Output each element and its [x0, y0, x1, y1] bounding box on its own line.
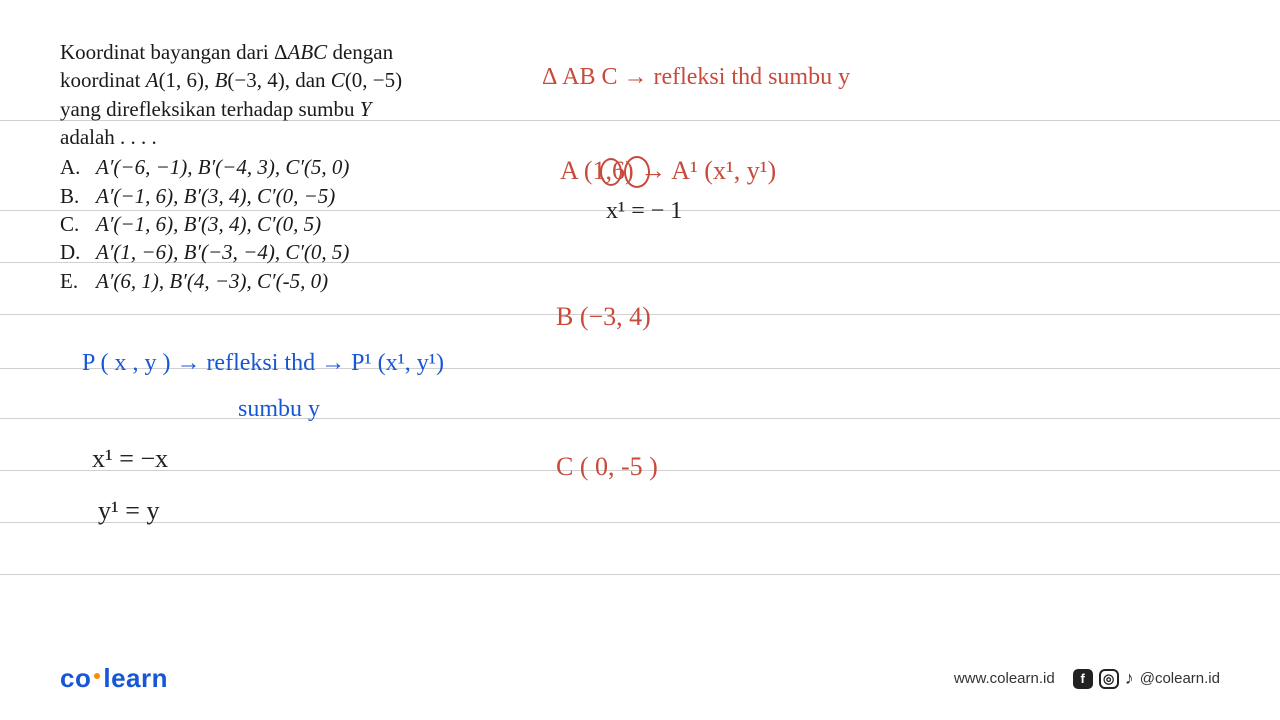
- hand-left-1: P ( x , y ) → refleksi thd → P¹ (x¹, y¹): [82, 350, 444, 377]
- brand-logo: colearn: [60, 663, 168, 694]
- choice-c: C. A′(−1, 6), B′(3, 4), C′(0, 5): [60, 210, 500, 238]
- footer-handle: @colearn.id: [1140, 670, 1220, 687]
- hand-right-4: B (−3, 4): [556, 302, 651, 332]
- instagram-icon: ◎: [1099, 669, 1119, 689]
- stem-text: Koordinat bayangan dari Δ: [60, 40, 288, 64]
- footer-url: www.colearn.id: [954, 670, 1055, 687]
- brand-co: co: [60, 663, 91, 693]
- hand-left-3: x¹ = −x: [92, 444, 168, 474]
- hand-right-3: x¹ = − 1: [606, 198, 682, 225]
- choice-a: A. A′(−6, −1), B′(−4, 3), C′(5, 0): [60, 153, 500, 181]
- footer-right: www.colearn.id f ◎ ♪ @colearn.id: [954, 668, 1220, 689]
- brand-learn: learn: [103, 663, 168, 693]
- brand-dot-icon: [94, 673, 100, 679]
- hand-right-2: A (1,6) → A¹ (x¹, y¹): [560, 156, 776, 186]
- facebook-icon: f: [1073, 669, 1093, 689]
- hand-right-1: Δ AB C → refleksi thd sumbu y: [542, 64, 850, 91]
- choice-b: B. A′(−1, 6), B′(3, 4), C′(0, −5): [60, 182, 500, 210]
- choice-e: E. A′(6, 1), B′(4, −3), C′(-5, 0): [60, 267, 500, 295]
- hand-right-5: C ( 0, -5 ): [556, 452, 658, 482]
- hand-left-4: y¹ = y: [98, 496, 159, 526]
- problem-statement: Koordinat bayangan dari ΔABC dengan koor…: [60, 38, 500, 295]
- choice-d: D. A′(1, −6), B′(−3, −4), C′(0, 5): [60, 238, 500, 266]
- tiktok-icon: ♪: [1125, 668, 1134, 689]
- problem-stem: Koordinat bayangan dari ΔABC dengan koor…: [60, 38, 500, 151]
- footer: colearn www.colearn.id f ◎ ♪ @colearn.id: [0, 663, 1280, 694]
- hand-left-2: sumbu y: [238, 396, 320, 423]
- footer-social: f ◎ ♪ @colearn.id: [1073, 668, 1220, 689]
